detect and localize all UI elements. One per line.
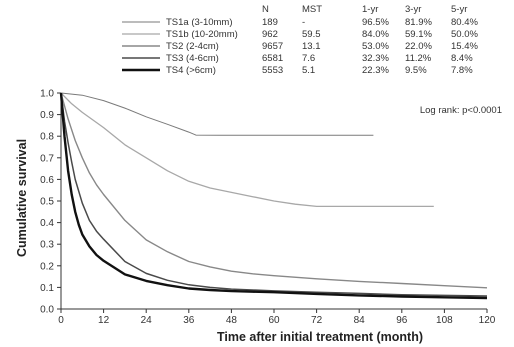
legend-cell-N: 6581 <box>262 53 283 64</box>
y-tick-label: 0.3 <box>40 240 54 251</box>
legend-header: N <box>262 4 269 15</box>
legend-cell-y5: 50.0% <box>451 29 478 40</box>
y-tick-label: 0.4 <box>40 218 54 229</box>
y-axis-label: Cumulative survival <box>15 139 29 257</box>
legend-cell-y3: 11.2% <box>405 53 432 64</box>
legend-cell-MST: 5.1 <box>302 65 315 76</box>
legend-cell-y5: 80.4% <box>451 17 478 28</box>
y-tick-label: 0.7 <box>40 153 54 164</box>
legend-cell-y1: 96.5% <box>362 17 389 28</box>
x-tick-label: 36 <box>183 315 195 326</box>
y-tick-label: 0.1 <box>40 283 54 294</box>
axes: 0.0 0.1 0.2 0.3 0.4 0.5 0.6 0.7 0.8 0.9 1.0 0 12 24 36… <box>40 89 496 327</box>
legend-cell-y3: 22.0% <box>405 41 432 52</box>
legend-cell-y1: 32.3% <box>362 53 389 64</box>
x-tick-label: 84 <box>354 315 366 326</box>
x-tick-label: 72 <box>311 315 323 326</box>
y-tick-label: 1.0 <box>40 89 54 100</box>
legend-cell-y3: 59.1% <box>405 29 432 40</box>
legend-cell-MST: 7.6 <box>302 53 315 64</box>
series-line-1 <box>60 92 434 208</box>
legend-cell-N: 962 <box>262 29 278 40</box>
series-line-2 <box>60 92 488 289</box>
legend-cell-y5: 7.8% <box>451 65 473 76</box>
y-tick-label: 0.8 <box>40 132 54 143</box>
y-tick-label: 0.5 <box>40 197 54 208</box>
y-tick-label: 0.6 <box>40 175 54 186</box>
legend-cell-y5: 8.4% <box>451 53 473 64</box>
legend-cell-y1: 53.0% <box>362 41 389 52</box>
legend-cell-MST: - <box>302 17 305 28</box>
legend-cell-y5: 15.4% <box>451 41 478 52</box>
legend-header: 5-yr <box>451 4 467 15</box>
x-tick-label: 96 <box>396 315 408 326</box>
legend-series-name: TS1a (3-10mm) <box>166 17 233 28</box>
x-tick-label: 108 <box>436 315 453 326</box>
x-tick-label: 0 <box>58 315 64 326</box>
legend-header: 3-yr <box>405 4 421 15</box>
legend-cell-y1: 84.0% <box>362 29 389 40</box>
legend-cell-MST: 59.5 <box>302 29 321 40</box>
legend-cell-y3: 81.9% <box>405 17 432 28</box>
y-tick-label: 0.9 <box>40 110 54 121</box>
legend-cell-N: 5553 <box>262 65 283 76</box>
x-tick-label: 120 <box>479 315 496 326</box>
series-group <box>59 92 488 300</box>
legend-cell-y3: 9.5% <box>405 65 427 76</box>
legend-header: MST <box>302 4 322 15</box>
y-tick-label: 0.0 <box>40 305 54 316</box>
legend-series-name: TS2 (2-4cm) <box>166 41 219 52</box>
series-line-4 <box>59 92 488 300</box>
legend-table: N MST 1-yr 3-yr 5-yr TS1a (3-10mm) 189 - 96.5% 81… <box>122 4 478 76</box>
legend-series-name: TS1b (10-20mm) <box>166 29 238 40</box>
series-line-3 <box>60 92 488 297</box>
x-tick-label: 60 <box>268 315 280 326</box>
legend-header: 1-yr <box>362 4 378 15</box>
legend-cell-N: 189 <box>262 17 278 28</box>
x-tick-label: 24 <box>141 315 153 326</box>
legend-cell-y1: 22.3% <box>362 65 389 76</box>
x-tick-label: 48 <box>226 315 238 326</box>
y-tick-label: 0.2 <box>40 261 54 272</box>
x-axis-label: Time after initial treatment (month) <box>217 330 423 344</box>
x-tick-label: 12 <box>98 315 110 326</box>
legend-cell-N: 9657 <box>262 41 283 52</box>
legend-series-name: TS4 (>6cm) <box>166 65 216 76</box>
log-rank-annotation: Log rank: p<0.0001 <box>420 105 502 116</box>
series-line-0 <box>60 92 374 136</box>
legend-series-name: TS3 (4-6cm) <box>166 53 219 64</box>
legend-cell-MST: 13.1 <box>302 41 321 52</box>
